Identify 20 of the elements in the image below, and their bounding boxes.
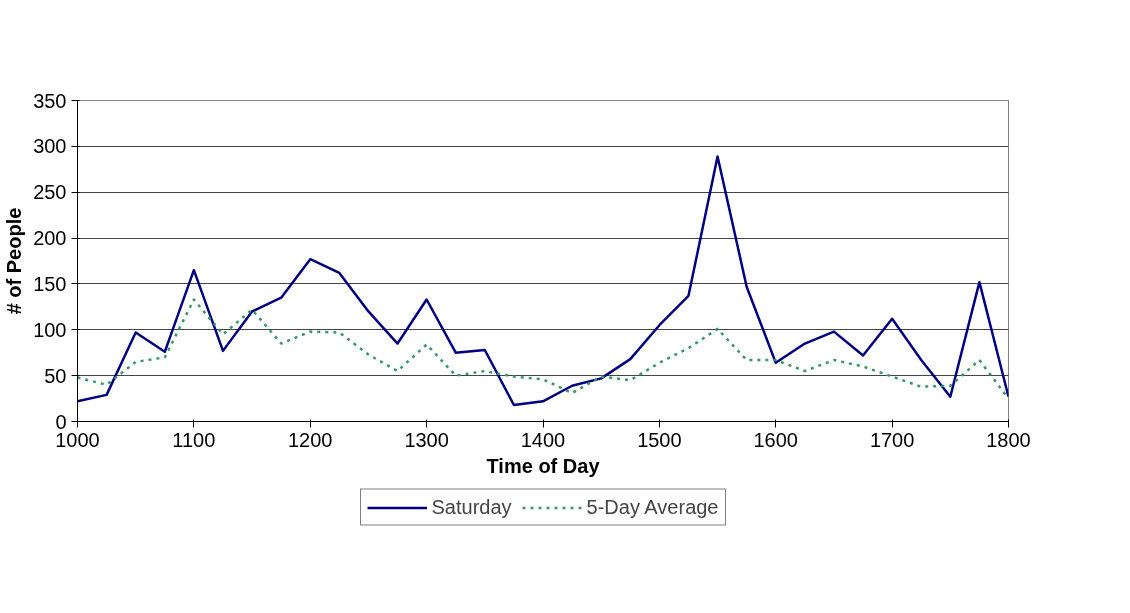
y-axis-title: # of People	[3, 207, 26, 315]
y-tick-label: 350	[33, 89, 67, 112]
x-tick-label: 1100	[172, 428, 216, 451]
x-tick-label: 1200	[288, 428, 333, 451]
x-axis-title: Time of Day	[486, 454, 601, 477]
x-tick-label: 1700	[869, 428, 915, 451]
x-tick-label: 1500	[637, 428, 682, 451]
y-tick-label: 250	[33, 181, 67, 204]
y-tick-label: 100	[33, 318, 67, 341]
y-tick-label: 150	[33, 272, 67, 295]
y-tick-label: 300	[33, 135, 67, 158]
y-tick-label: 50	[44, 364, 67, 387]
x-tick-label: 1300	[404, 428, 449, 451]
x-tick-label: 1600	[753, 428, 798, 451]
y-tick-label: 200	[33, 227, 67, 250]
x-tick-label: 1800	[986, 428, 1031, 451]
x-tick-label: 1400	[520, 428, 566, 451]
legend-label: Saturday	[431, 495, 512, 519]
line-series	[77, 155, 1009, 407]
legend-label: 5-Day Average	[586, 495, 719, 519]
